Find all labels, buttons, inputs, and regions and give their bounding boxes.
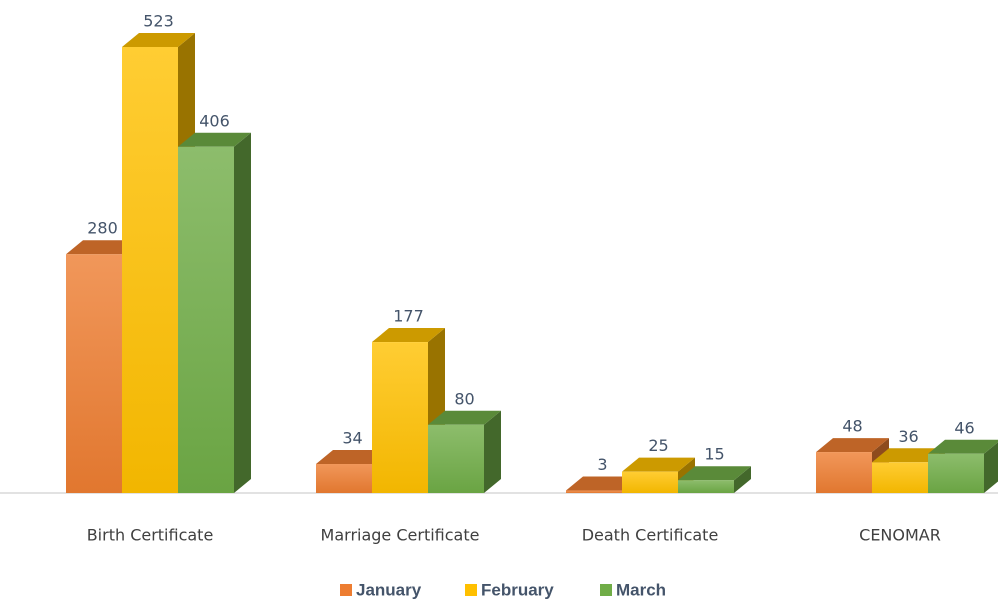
legend-swatch [340, 584, 352, 596]
bar [816, 452, 872, 493]
bar [178, 146, 234, 493]
bar [372, 342, 428, 493]
bar [678, 480, 734, 493]
data-label: 48 [842, 417, 862, 436]
bar [122, 47, 178, 493]
data-label: 25 [648, 436, 668, 455]
bar [66, 254, 122, 493]
data-label: 177 [393, 307, 424, 326]
bar [316, 464, 372, 493]
data-label: 36 [898, 427, 918, 446]
data-label: 523 [143, 12, 174, 31]
data-label: 3 [597, 455, 607, 474]
bar-top [622, 457, 695, 472]
data-label: 406 [199, 111, 230, 130]
bar [428, 424, 484, 493]
bar-side [484, 410, 501, 493]
bar-side [984, 442, 998, 493]
bar-side [734, 466, 751, 493]
bar-top [316, 450, 389, 465]
bar [622, 471, 678, 493]
data-label: 34 [342, 429, 362, 448]
bar-top [872, 448, 945, 463]
legend-label: February [481, 580, 554, 599]
legend-swatch [465, 584, 477, 596]
bar-top [372, 328, 445, 343]
bar-side [234, 132, 251, 493]
data-label: 280 [87, 219, 118, 238]
bar-top [928, 439, 998, 454]
data-label: 46 [954, 418, 974, 437]
x-tick-label: Death Certificate [582, 526, 719, 545]
bar-top [178, 132, 251, 147]
x-tick-label: Marriage Certificate [321, 526, 480, 545]
legend-label: January [356, 580, 422, 599]
bar-top [816, 438, 889, 453]
x-tick-label: Birth Certificate [87, 526, 214, 545]
bar [928, 453, 984, 493]
legend-label: March [616, 580, 666, 599]
bar [872, 462, 928, 493]
x-tick-label: CENOMAR [859, 526, 941, 545]
bar-top [678, 466, 751, 481]
bar [566, 490, 622, 493]
bar-top [66, 240, 139, 255]
bar-top [122, 33, 195, 47]
legend-swatch [600, 584, 612, 596]
bar-top [428, 410, 501, 425]
data-label: 80 [454, 389, 474, 408]
bar-top [566, 476, 639, 491]
data-label: 15 [704, 445, 724, 464]
